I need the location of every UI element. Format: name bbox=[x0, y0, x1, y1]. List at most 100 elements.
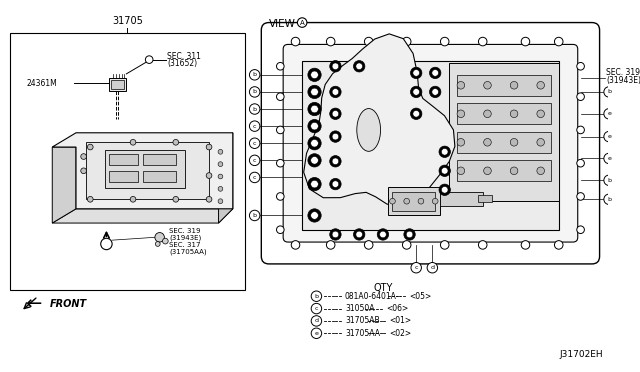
Circle shape bbox=[510, 167, 518, 174]
Text: 24361M: 24361M bbox=[27, 79, 58, 88]
Text: 31050A: 31050A bbox=[345, 304, 374, 313]
Bar bbox=[449, 63, 559, 201]
Text: c: c bbox=[315, 306, 318, 311]
Text: SEC. 317: SEC. 317 bbox=[169, 242, 200, 248]
Polygon shape bbox=[104, 150, 186, 188]
Circle shape bbox=[510, 81, 518, 89]
Circle shape bbox=[427, 263, 438, 273]
Circle shape bbox=[440, 241, 449, 249]
Circle shape bbox=[604, 175, 614, 186]
Bar bbox=[478, 195, 492, 202]
Text: c: c bbox=[253, 175, 257, 180]
Circle shape bbox=[311, 71, 318, 78]
Text: b: b bbox=[253, 106, 257, 112]
Circle shape bbox=[308, 137, 321, 150]
Text: d: d bbox=[430, 265, 435, 270]
Circle shape bbox=[440, 37, 449, 46]
Circle shape bbox=[439, 184, 451, 196]
Circle shape bbox=[353, 229, 365, 240]
Circle shape bbox=[442, 186, 448, 193]
Circle shape bbox=[410, 108, 422, 119]
Circle shape bbox=[250, 87, 260, 97]
Text: J31702EH: J31702EH bbox=[560, 350, 604, 359]
Circle shape bbox=[308, 68, 321, 81]
Bar bbox=[457, 103, 551, 124]
Circle shape bbox=[298, 18, 307, 27]
Circle shape bbox=[311, 291, 322, 301]
Circle shape bbox=[479, 241, 487, 249]
Circle shape bbox=[308, 85, 321, 99]
Circle shape bbox=[326, 37, 335, 46]
Bar bbox=[457, 75, 551, 96]
Text: <06>: <06> bbox=[386, 304, 408, 313]
Circle shape bbox=[250, 121, 260, 131]
Circle shape bbox=[206, 196, 212, 202]
Circle shape bbox=[206, 144, 212, 150]
Circle shape bbox=[484, 138, 492, 146]
Circle shape bbox=[250, 210, 260, 221]
Polygon shape bbox=[86, 142, 209, 199]
Circle shape bbox=[311, 122, 318, 130]
Circle shape bbox=[330, 229, 341, 240]
Polygon shape bbox=[304, 34, 455, 208]
Circle shape bbox=[377, 229, 388, 240]
Circle shape bbox=[330, 86, 341, 97]
Circle shape bbox=[308, 209, 321, 222]
Circle shape bbox=[276, 226, 284, 234]
Circle shape bbox=[308, 119, 321, 133]
Circle shape bbox=[410, 67, 422, 78]
Text: VIEW: VIEW bbox=[269, 19, 296, 29]
Circle shape bbox=[510, 110, 518, 118]
Circle shape bbox=[311, 316, 322, 326]
Circle shape bbox=[332, 231, 339, 238]
Circle shape bbox=[604, 153, 614, 164]
Circle shape bbox=[332, 110, 339, 117]
Text: b: b bbox=[314, 294, 319, 299]
Polygon shape bbox=[52, 209, 233, 223]
Circle shape bbox=[457, 81, 465, 89]
Circle shape bbox=[413, 89, 420, 95]
Circle shape bbox=[604, 131, 614, 142]
Circle shape bbox=[577, 226, 584, 234]
Circle shape bbox=[442, 148, 448, 155]
Circle shape bbox=[308, 177, 321, 191]
Text: ←: ← bbox=[25, 294, 42, 313]
Text: (31652): (31652) bbox=[167, 59, 197, 68]
Circle shape bbox=[88, 144, 93, 150]
Circle shape bbox=[311, 88, 318, 96]
Circle shape bbox=[308, 102, 321, 116]
Circle shape bbox=[403, 37, 411, 46]
Text: b: b bbox=[607, 89, 611, 94]
Circle shape bbox=[145, 56, 153, 63]
Circle shape bbox=[457, 138, 465, 146]
Text: e: e bbox=[607, 156, 611, 161]
Circle shape bbox=[88, 196, 93, 202]
FancyBboxPatch shape bbox=[283, 44, 578, 242]
Text: SEC. 319: SEC. 319 bbox=[169, 228, 200, 234]
Circle shape bbox=[250, 155, 260, 166]
Circle shape bbox=[521, 241, 530, 249]
Circle shape bbox=[311, 140, 318, 147]
Circle shape bbox=[332, 133, 339, 140]
Circle shape bbox=[577, 159, 584, 167]
Circle shape bbox=[390, 198, 396, 204]
Circle shape bbox=[364, 37, 373, 46]
Circle shape bbox=[457, 167, 465, 174]
Text: 31705AB: 31705AB bbox=[345, 317, 380, 326]
Circle shape bbox=[311, 157, 318, 164]
Circle shape bbox=[218, 150, 223, 154]
Text: <01>: <01> bbox=[389, 317, 412, 326]
Circle shape bbox=[81, 168, 86, 174]
Bar bbox=[143, 154, 176, 165]
Circle shape bbox=[291, 37, 300, 46]
Circle shape bbox=[130, 140, 136, 145]
Circle shape bbox=[418, 198, 424, 204]
Text: b: b bbox=[253, 72, 257, 77]
Circle shape bbox=[432, 89, 438, 95]
Circle shape bbox=[537, 110, 545, 118]
Circle shape bbox=[276, 159, 284, 167]
Bar bbox=[109, 78, 126, 91]
Ellipse shape bbox=[357, 109, 381, 151]
Bar bbox=[109, 154, 138, 165]
Circle shape bbox=[404, 229, 415, 240]
